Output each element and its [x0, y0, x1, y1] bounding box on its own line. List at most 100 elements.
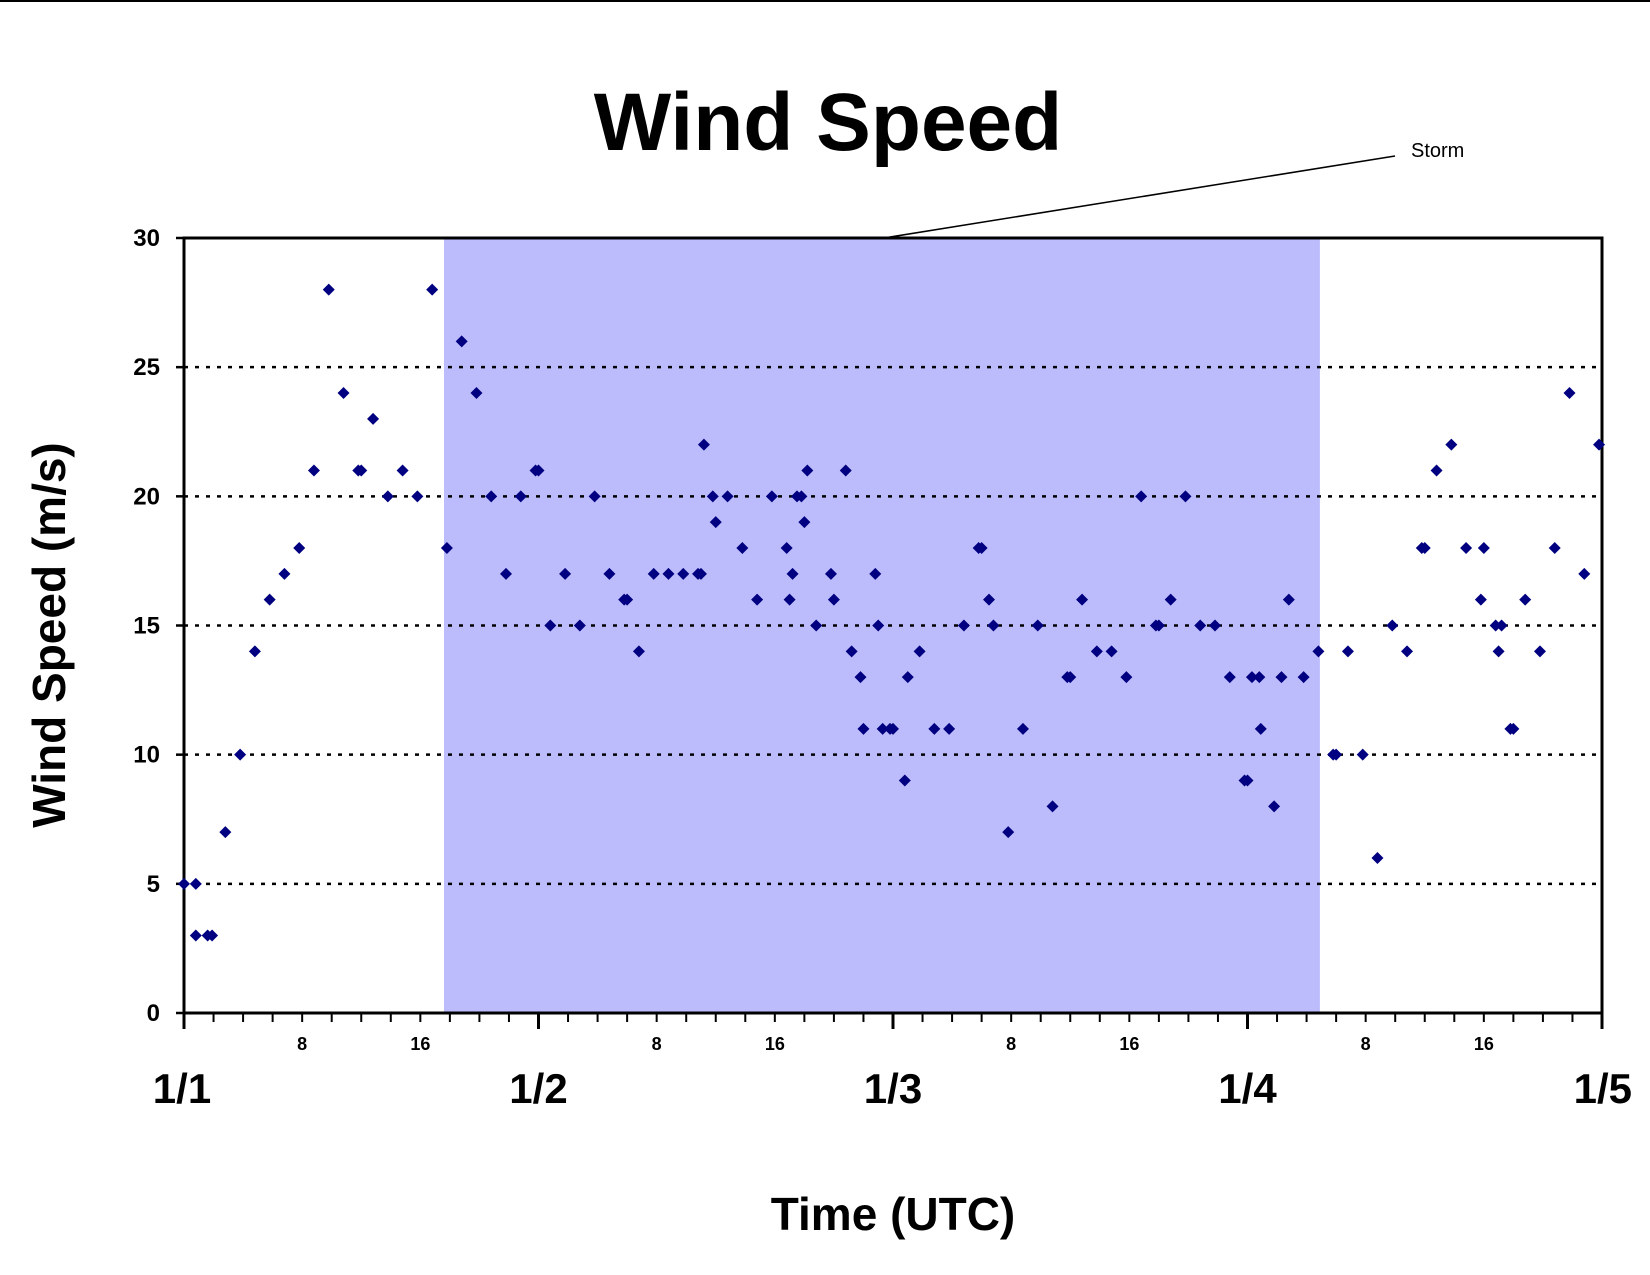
- data-point: [367, 412, 380, 425]
- data-point: [307, 464, 320, 477]
- data-point: [913, 645, 926, 658]
- data-point: [1282, 593, 1295, 606]
- data-point: [234, 748, 247, 761]
- data-point: [1445, 438, 1458, 451]
- data-point: [381, 490, 394, 503]
- data-point: [872, 619, 885, 632]
- data-point: [1297, 671, 1310, 684]
- data-point: [876, 722, 889, 735]
- data-point: [751, 593, 764, 606]
- chart-title: Wind Speed: [594, 77, 1063, 168]
- data-point: [928, 722, 941, 735]
- x-hour-tick-label: 8: [652, 1034, 662, 1054]
- data-point: [839, 464, 852, 477]
- data-point: [736, 542, 749, 554]
- data-point: [1209, 619, 1222, 632]
- data-point: [1477, 542, 1490, 554]
- data-point: [1474, 593, 1487, 606]
- data-point: [780, 542, 793, 554]
- y-tick-label: 10: [133, 742, 160, 769]
- data-point: [396, 464, 409, 477]
- data-point: [1253, 671, 1266, 684]
- data-point: [573, 619, 586, 632]
- data-point: [559, 567, 572, 580]
- data-point: [1194, 619, 1207, 632]
- data-point: [783, 593, 796, 606]
- y-tick-label: 0: [147, 1000, 160, 1027]
- data-point: [827, 593, 840, 606]
- data-point: [943, 722, 956, 735]
- data-point: [485, 490, 498, 503]
- data-point: [514, 490, 527, 503]
- data-point: [697, 438, 710, 451]
- data-point: [721, 490, 734, 503]
- storm-annotation-label: Storm: [1411, 140, 1464, 162]
- data-point: [1356, 748, 1369, 761]
- x-day-tick-label: 1/2: [509, 1065, 567, 1112]
- data-point: [1593, 438, 1606, 451]
- data-point: [544, 619, 557, 632]
- data-point: [801, 464, 814, 477]
- x-axis-title: Time (UTC): [771, 1188, 1016, 1240]
- data-point: [1241, 774, 1254, 787]
- data-point: [278, 567, 291, 580]
- data-point: [1268, 800, 1281, 813]
- data-point: [786, 567, 799, 580]
- data-point: [1430, 464, 1443, 477]
- data-point: [1418, 542, 1431, 554]
- data-point: [957, 619, 970, 632]
- data-point: [1135, 490, 1148, 503]
- data-point: [1076, 593, 1089, 606]
- data-point: [869, 567, 882, 580]
- data-point: [470, 387, 483, 399]
- y-tick-label: 30: [133, 225, 160, 252]
- y-tick-label: 25: [133, 354, 160, 381]
- data-point: [248, 645, 261, 658]
- data-point: [500, 567, 513, 580]
- axis-ticks-layer: 0 5 10 15 20 25 30 8 16 8 16 8 16 8 16 1/1 1/2 1/3 1/4 1/5: [133, 225, 1632, 1112]
- data-point: [1245, 671, 1258, 684]
- data-point: [189, 877, 202, 890]
- data-point: [975, 542, 988, 554]
- data-point: [219, 826, 232, 839]
- storm-annotation-leader-line: [883, 155, 1396, 239]
- x-hour-tick-label: 16: [410, 1034, 430, 1054]
- x-day-tick-label: 1/4: [1218, 1065, 1277, 1112]
- data-point: [455, 335, 468, 348]
- data-point: [983, 593, 996, 606]
- x-hour-tick-label: 8: [1006, 1034, 1016, 1054]
- data-point: [1046, 800, 1059, 813]
- data-point: [1223, 671, 1236, 684]
- data-point: [901, 671, 914, 684]
- data-point: [898, 774, 911, 787]
- data-point: [709, 516, 722, 529]
- data-points-layer: [178, 283, 1606, 942]
- data-point: [1152, 619, 1165, 632]
- data-point: [1090, 645, 1103, 658]
- x-hour-tick-label: 8: [1361, 1034, 1371, 1054]
- data-point: [845, 645, 858, 658]
- data-point: [206, 929, 219, 942]
- data-point: [798, 516, 811, 529]
- x-hour-tick-label: 16: [1474, 1034, 1494, 1054]
- data-point: [1371, 852, 1384, 864]
- data-point: [662, 567, 675, 580]
- data-point: [178, 877, 190, 890]
- data-point: [603, 567, 616, 580]
- x-day-tick-label: 1/1: [153, 1065, 211, 1112]
- data-point: [440, 542, 453, 554]
- data-point: [1341, 645, 1354, 658]
- data-point: [588, 490, 601, 503]
- x-hour-tick-label: 16: [1119, 1034, 1139, 1054]
- data-point: [765, 490, 778, 503]
- data-point: [1533, 645, 1546, 658]
- data-point: [1548, 542, 1561, 554]
- data-point: [293, 542, 306, 554]
- data-point: [322, 283, 335, 296]
- data-point: [1016, 722, 1029, 735]
- data-point: [621, 593, 634, 606]
- x-day-tick-label: 1/5: [1574, 1065, 1632, 1112]
- data-point: [632, 645, 645, 658]
- data-point: [694, 567, 707, 580]
- data-point: [677, 567, 690, 580]
